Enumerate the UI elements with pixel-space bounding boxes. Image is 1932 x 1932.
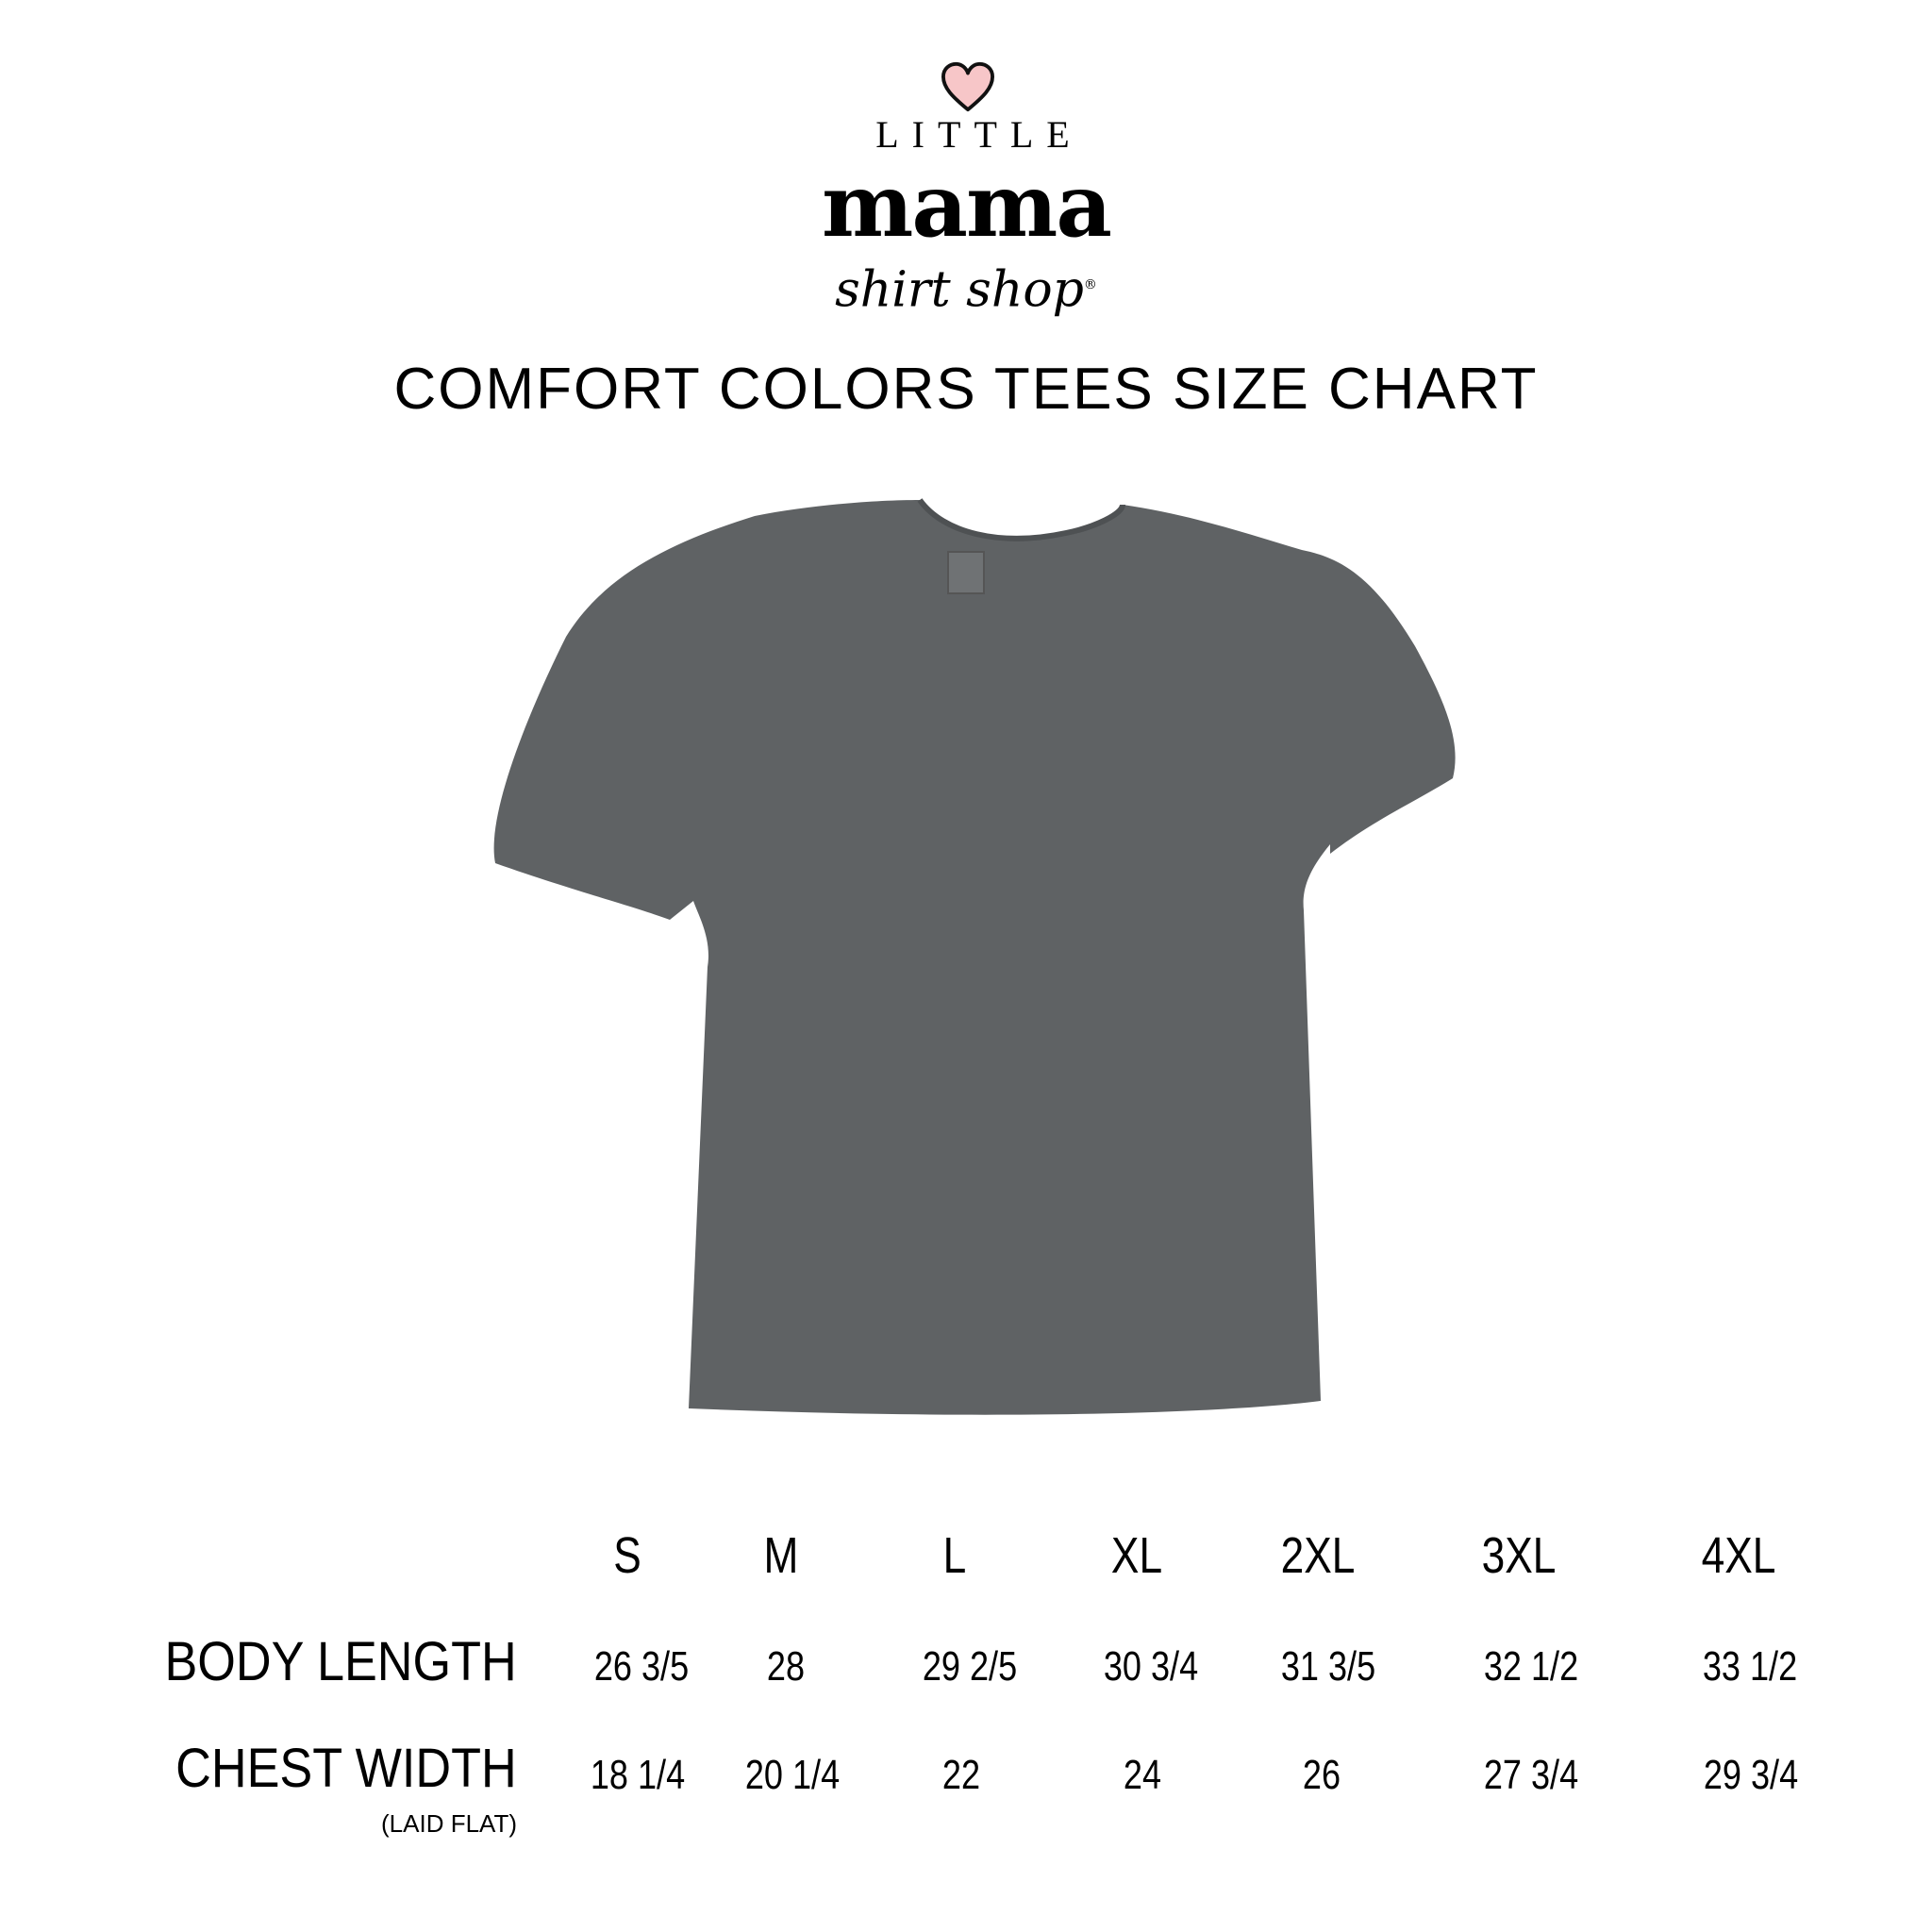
size-header-s: S xyxy=(613,1527,641,1584)
table-cell: 33 1/2 xyxy=(1702,1643,1798,1690)
tshirt-image xyxy=(493,498,1456,1415)
size-header-l: L xyxy=(942,1527,967,1584)
table-cell: 24 xyxy=(1123,1752,1162,1798)
row-label-chest-width: CHEST WIDTH xyxy=(175,1738,517,1799)
table-cell: 27 3/4 xyxy=(1483,1752,1579,1798)
logo-mama: mama xyxy=(822,155,1112,257)
logo-little: LITTLE xyxy=(875,113,1083,156)
size-header-3xl: 3XL xyxy=(1481,1527,1557,1584)
table-cell: 28 xyxy=(766,1643,806,1690)
size-header-xl: XL xyxy=(1110,1527,1163,1584)
table-cell: 26 3/5 xyxy=(593,1643,690,1690)
row-note-laid-flat: (LAID FLAT) xyxy=(381,1809,517,1838)
logo-script: shirt shop xyxy=(835,261,1084,319)
table-cell: 22 xyxy=(941,1752,981,1798)
table-cell: 26 xyxy=(1302,1752,1341,1798)
registered-mark: ® xyxy=(1083,277,1097,292)
table-cell: 32 1/2 xyxy=(1483,1643,1579,1690)
table-cell: 31 3/5 xyxy=(1280,1643,1376,1690)
heart-icon xyxy=(941,61,994,112)
size-header-4xl: 4XL xyxy=(1701,1527,1776,1584)
row-label-body-length: BODY LENGTH xyxy=(164,1631,517,1692)
page-title: COMFORT COLORS TEES SIZE CHART xyxy=(393,357,1539,422)
table-cell: 29 3/4 xyxy=(1703,1752,1799,1798)
table-cell: 30 3/4 xyxy=(1103,1643,1199,1690)
table-cell: 29 2/5 xyxy=(922,1643,1018,1690)
logo-shirt-shop: shirt shop® xyxy=(0,257,1932,318)
table-cell: 18 1/4 xyxy=(590,1752,686,1798)
size-header-2xl: 2XL xyxy=(1280,1527,1356,1584)
table-cell: 20 1/4 xyxy=(744,1752,841,1798)
size-header-m: M xyxy=(763,1527,799,1584)
